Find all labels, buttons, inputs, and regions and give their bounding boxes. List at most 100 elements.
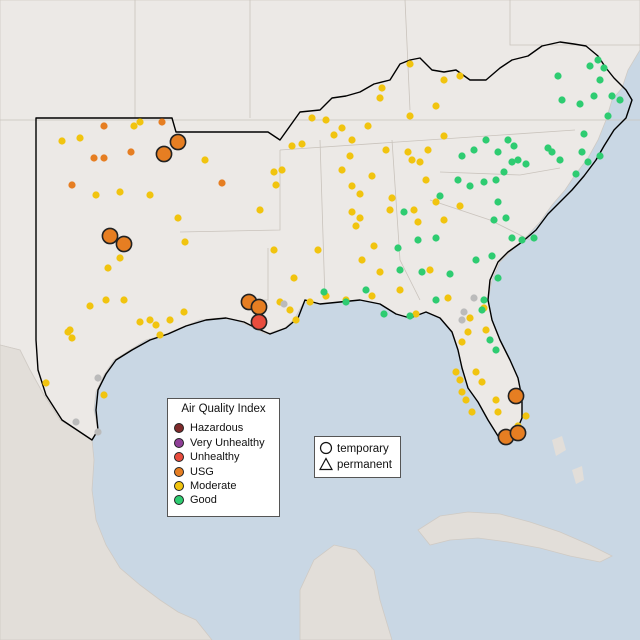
station-marker-good	[414, 236, 422, 244]
legend-item-unhealthy: Unhealthy	[174, 450, 240, 464]
station-marker-moderate	[58, 137, 66, 145]
station-marker-moderate	[338, 124, 346, 132]
station-marker-no_data	[460, 308, 468, 316]
station-marker-good	[558, 96, 566, 104]
station-marker-usg	[127, 148, 135, 156]
station-marker-moderate	[256, 206, 264, 214]
station-marker-moderate	[152, 321, 160, 329]
station-marker-good	[486, 336, 494, 344]
station-marker-moderate	[458, 338, 466, 346]
station-marker-good	[504, 136, 512, 144]
legend-label: Very Unhealthy	[190, 437, 265, 449]
station-marker-moderate	[376, 94, 384, 102]
aqi-legend-title: Air Quality Index	[181, 403, 266, 415]
station-marker-moderate	[376, 268, 384, 276]
station-marker-good	[436, 192, 444, 200]
station-marker-moderate	[146, 316, 154, 324]
station-marker-good	[596, 76, 604, 84]
station-marker-moderate	[174, 214, 182, 222]
station-marker-usg	[100, 122, 108, 130]
station-marker-good	[432, 296, 440, 304]
station-marker-moderate	[452, 368, 460, 376]
station-marker-moderate	[386, 206, 394, 214]
station-marker-moderate	[406, 60, 414, 68]
large-station-marker-usg	[250, 298, 268, 316]
station-marker-good	[396, 266, 404, 274]
station-marker-moderate	[368, 292, 376, 300]
yucatan-landmass	[299, 544, 393, 640]
station-marker-moderate	[416, 158, 424, 166]
station-marker-good	[594, 56, 602, 64]
station-marker-good	[584, 158, 592, 166]
station-marker-good	[576, 100, 584, 108]
station-marker-moderate	[370, 242, 378, 250]
station-marker-moderate	[364, 122, 372, 130]
station-marker-moderate	[378, 84, 386, 92]
station-marker-good	[432, 234, 440, 242]
legend-item-temporary: temporary	[319, 441, 389, 456]
station-marker-good	[508, 158, 516, 166]
station-marker-moderate	[64, 328, 72, 336]
station-marker-no_data	[458, 316, 466, 324]
station-marker-moderate	[412, 310, 420, 318]
station-marker-moderate	[352, 222, 360, 230]
large-station-marker-usg	[509, 424, 527, 442]
station-marker-moderate	[382, 146, 390, 154]
station-marker-moderate	[92, 191, 100, 199]
bahamas-island-2	[572, 466, 584, 484]
station-marker-good	[380, 310, 388, 318]
station-marker-moderate	[396, 286, 404, 294]
station-marker-moderate	[338, 166, 346, 174]
legend-item-hazardous: Hazardous	[174, 421, 243, 435]
station-marker-moderate	[472, 368, 480, 376]
station-marker-good	[554, 72, 562, 80]
station-marker-good	[406, 312, 414, 320]
station-marker-moderate	[426, 266, 434, 274]
station-marker-moderate	[308, 114, 316, 122]
station-marker-good	[342, 298, 350, 306]
station-marker-moderate	[456, 202, 464, 210]
station-marker-no_data	[470, 294, 478, 302]
station-marker-moderate	[424, 146, 432, 154]
station-marker-moderate	[482, 326, 490, 334]
monitor-type-legend: temporary permanent	[314, 436, 401, 478]
station-marker-moderate	[292, 316, 300, 324]
station-marker-good	[600, 64, 608, 72]
station-marker-good	[478, 306, 486, 314]
station-marker-usg	[68, 181, 76, 189]
legend-item-very-unhealthy: Very Unhealthy	[174, 436, 265, 450]
station-marker-good	[590, 92, 598, 100]
station-marker-good	[572, 170, 580, 178]
circle-icon	[319, 441, 333, 456]
station-marker-good	[604, 112, 612, 120]
station-marker-good	[454, 176, 462, 184]
legend-label: Good	[190, 494, 217, 506]
station-marker-moderate	[466, 314, 474, 322]
station-marker-moderate	[201, 156, 209, 164]
unhealthy-swatch	[174, 452, 184, 462]
station-marker-good	[458, 152, 466, 160]
station-marker-moderate	[404, 148, 412, 156]
station-marker-moderate	[414, 218, 422, 226]
legend-item-permanent: permanent	[319, 457, 392, 472]
station-marker-moderate	[358, 256, 366, 264]
station-marker-usg	[158, 118, 166, 126]
station-marker-moderate	[288, 142, 296, 150]
station-marker-moderate	[432, 102, 440, 110]
station-marker-moderate	[298, 140, 306, 148]
station-marker-moderate	[42, 379, 50, 387]
station-marker-good	[472, 256, 480, 264]
station-marker-moderate	[100, 391, 108, 399]
moderate-swatch	[174, 481, 184, 491]
station-marker-moderate	[478, 378, 486, 386]
aqi-legend: Air Quality Index Hazardous Very Unhealt…	[167, 398, 280, 517]
station-marker-moderate	[356, 190, 364, 198]
station-marker-moderate	[120, 296, 128, 304]
station-marker-good	[508, 234, 516, 242]
station-marker-moderate	[104, 264, 112, 272]
station-marker-no_data	[280, 300, 288, 308]
bahamas-island	[552, 436, 566, 456]
station-marker-good	[616, 96, 624, 104]
